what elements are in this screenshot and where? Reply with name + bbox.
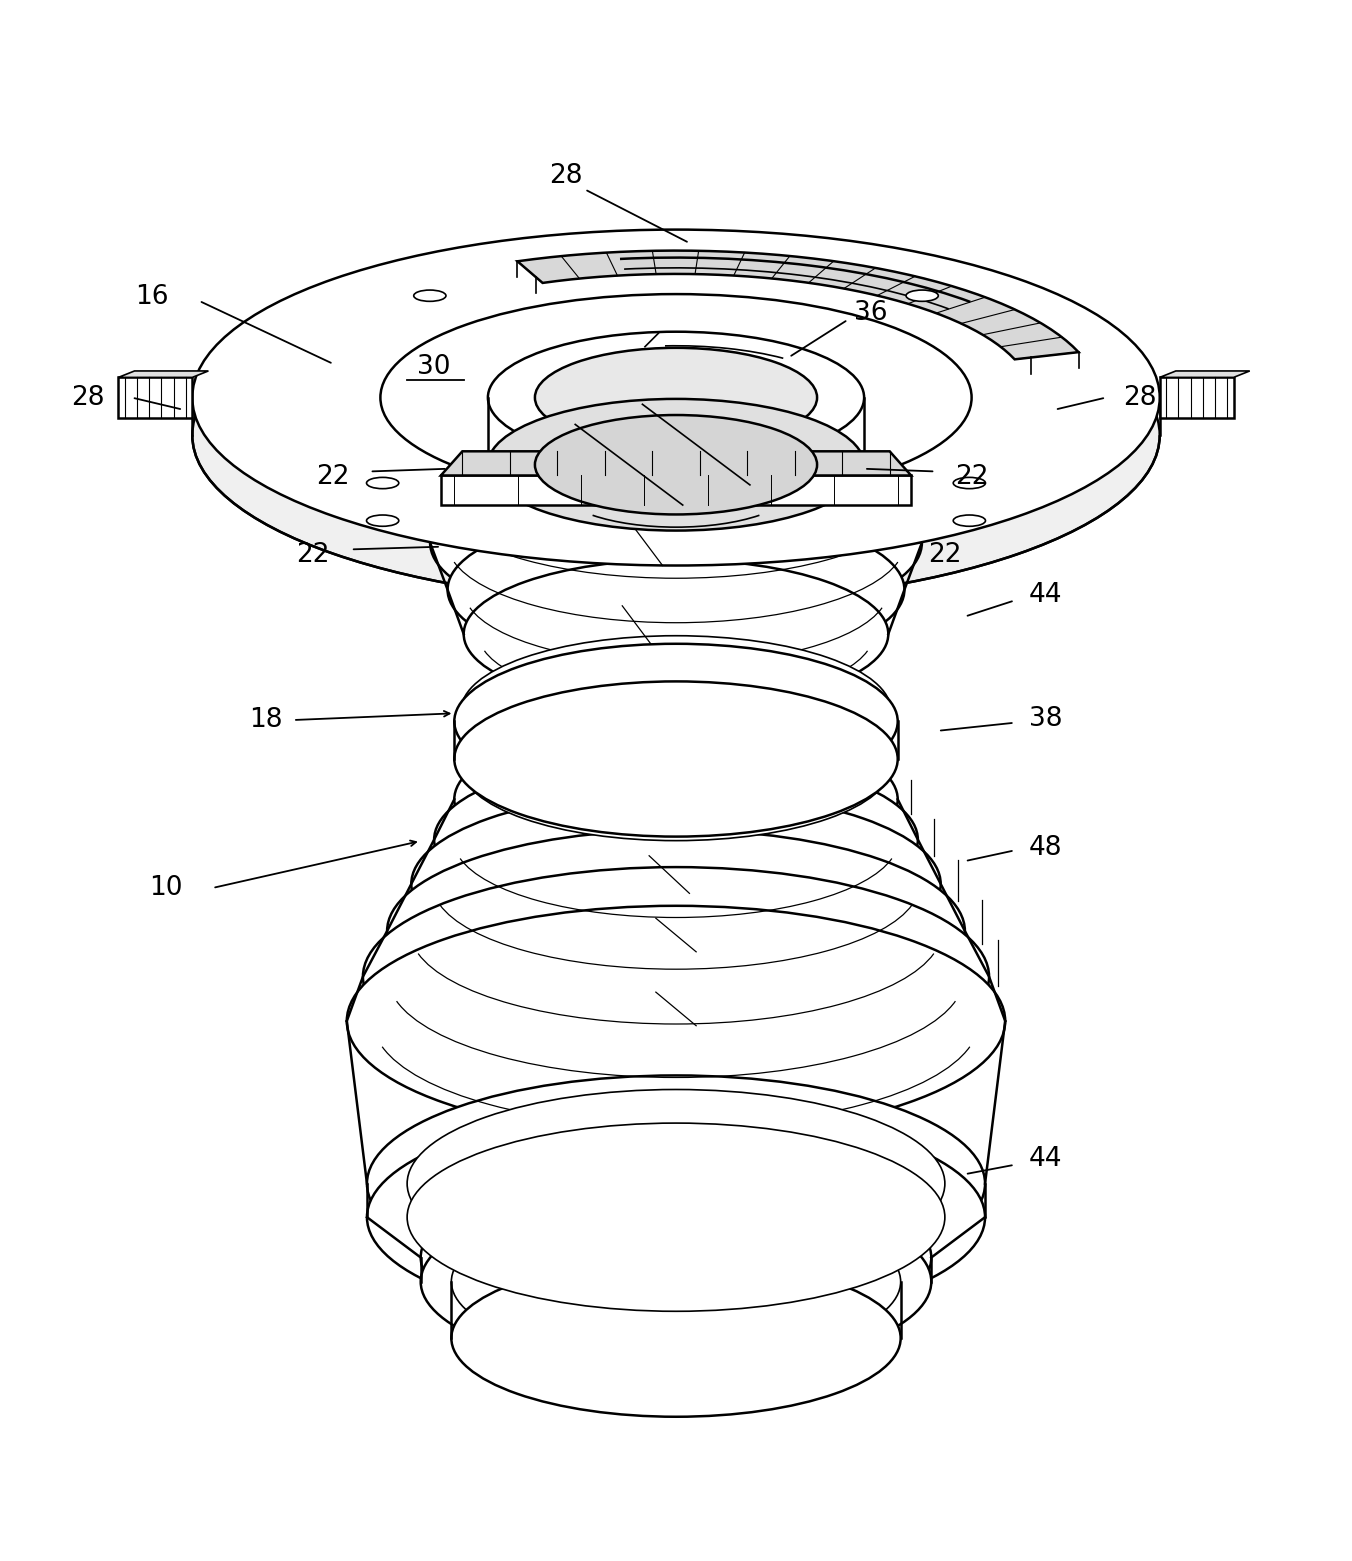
Ellipse shape <box>452 1260 900 1417</box>
Text: 38: 38 <box>1029 706 1063 732</box>
Ellipse shape <box>411 791 941 977</box>
Ellipse shape <box>464 560 888 709</box>
Ellipse shape <box>906 290 938 301</box>
Ellipse shape <box>461 692 891 841</box>
Ellipse shape <box>362 866 990 1086</box>
Ellipse shape <box>452 1204 900 1360</box>
Ellipse shape <box>454 721 898 877</box>
Text: 22: 22 <box>296 542 330 568</box>
Text: 30: 30 <box>418 354 450 379</box>
Ellipse shape <box>366 478 399 489</box>
Ellipse shape <box>366 515 399 526</box>
Text: 36: 36 <box>854 300 887 326</box>
Text: 22: 22 <box>316 464 350 490</box>
Text: 22: 22 <box>927 542 961 568</box>
Ellipse shape <box>434 756 918 924</box>
Polygon shape <box>518 251 1079 359</box>
Ellipse shape <box>192 267 1160 603</box>
Ellipse shape <box>387 830 965 1032</box>
Text: 44: 44 <box>1029 582 1063 609</box>
Ellipse shape <box>400 345 952 539</box>
Polygon shape <box>119 372 208 378</box>
Ellipse shape <box>454 682 898 837</box>
Ellipse shape <box>953 478 986 489</box>
Text: 28: 28 <box>1122 384 1156 411</box>
Ellipse shape <box>535 348 817 448</box>
Ellipse shape <box>407 1090 945 1278</box>
Ellipse shape <box>430 457 922 629</box>
Text: 18: 18 <box>249 707 283 734</box>
Ellipse shape <box>380 293 972 501</box>
Bar <box>441 476 911 506</box>
Ellipse shape <box>535 415 817 515</box>
Bar <box>1160 378 1233 418</box>
Ellipse shape <box>414 401 938 585</box>
Text: 48: 48 <box>1029 835 1063 860</box>
Ellipse shape <box>488 400 864 531</box>
Ellipse shape <box>407 1122 945 1311</box>
Ellipse shape <box>454 643 898 799</box>
Ellipse shape <box>420 1193 932 1371</box>
Ellipse shape <box>366 1076 986 1293</box>
Text: 22: 22 <box>955 464 988 490</box>
Polygon shape <box>1160 372 1249 378</box>
Ellipse shape <box>448 510 904 670</box>
Ellipse shape <box>192 229 1160 565</box>
Ellipse shape <box>420 1168 932 1347</box>
Text: 28: 28 <box>70 384 104 411</box>
Ellipse shape <box>488 332 864 464</box>
Text: 16: 16 <box>135 284 169 309</box>
Text: 44: 44 <box>1029 1146 1063 1172</box>
Ellipse shape <box>953 515 986 526</box>
Text: 28: 28 <box>549 162 583 189</box>
Text: 10: 10 <box>149 876 183 901</box>
Ellipse shape <box>366 1108 986 1325</box>
Ellipse shape <box>380 332 972 539</box>
Ellipse shape <box>414 290 446 301</box>
Bar <box>119 378 192 418</box>
Polygon shape <box>441 451 911 476</box>
Ellipse shape <box>461 635 891 785</box>
Ellipse shape <box>347 905 1005 1136</box>
